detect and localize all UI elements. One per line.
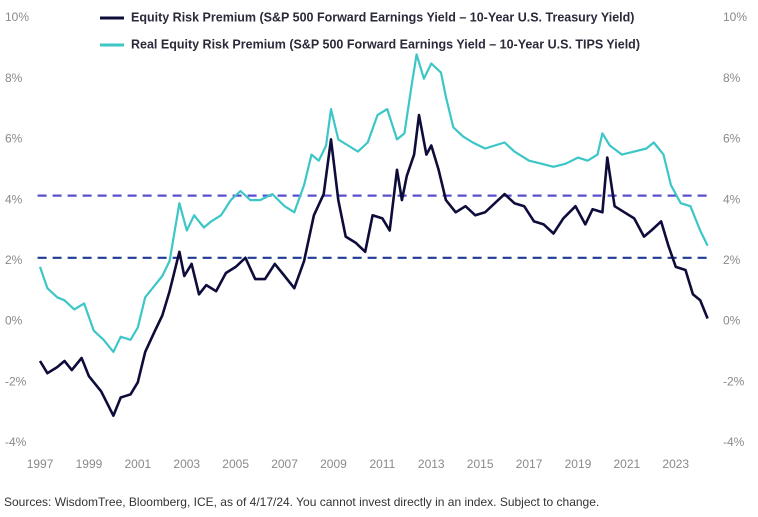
y-tick-label: 0% [5, 314, 23, 328]
y-tick-label: 8% [5, 71, 23, 85]
legend-label: Equity Risk Premium (S&P 500 Forward Ear… [131, 10, 634, 24]
x-tick-label: 2017 [516, 457, 543, 471]
x-tick-label: 2001 [124, 457, 151, 471]
x-tick-label: 2013 [418, 457, 445, 471]
x-tick-label: 2011 [369, 457, 395, 471]
y-tick-label: 2% [5, 253, 23, 267]
y2-tick-label: 10% [723, 10, 747, 24]
source-note: Sources: WisdomTree, Bloomberg, ICE, as … [4, 495, 599, 509]
y2-tick-label: 8% [723, 71, 741, 85]
x-tick-label: 2019 [565, 457, 592, 471]
x-tick-label: 1997 [27, 457, 54, 471]
y2-tick-label: 6% [723, 132, 741, 146]
y2-tick-label: 4% [723, 192, 741, 206]
x-tick-label: 2023 [662, 457, 689, 471]
series-line [38, 113, 709, 417]
y2-tick-label: 0% [723, 314, 741, 328]
y-tick-label: 6% [5, 132, 23, 146]
x-tick-label: 2009 [320, 457, 347, 471]
x-tick-label: 2021 [614, 457, 641, 471]
y-tick-label: 4% [5, 192, 23, 206]
x-tick-label: 2003 [173, 457, 200, 471]
y2-tick-label: -2% [723, 374, 745, 388]
x-tick-label: 2007 [271, 457, 298, 471]
y-tick-label: -4% [5, 435, 27, 449]
x-tick-label: 2005 [222, 457, 249, 471]
y-tick-label: 10% [5, 10, 29, 24]
x-tick-label: 1999 [76, 457, 103, 471]
series-line [38, 53, 709, 353]
y2-tick-label: -4% [723, 435, 745, 449]
y2-tick-label: 2% [723, 253, 741, 267]
x-tick-label: 2015 [467, 457, 494, 471]
legend-label: Real Equity Risk Premium (S&P 500 Forwar… [131, 37, 640, 51]
y-tick-label: -2% [5, 374, 27, 388]
